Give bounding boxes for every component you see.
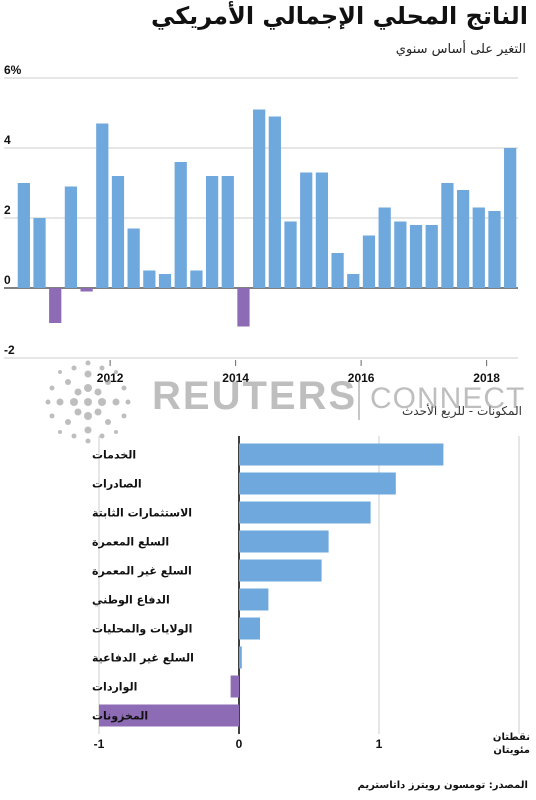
category-label: السلع المعمرة: [92, 536, 169, 549]
watermark-suffix: CONNECT: [370, 382, 526, 415]
bar: [331, 253, 344, 288]
x-tick-label: -1: [94, 737, 105, 751]
bar: [111, 176, 125, 288]
watermark-separator: [358, 380, 360, 420]
bar: [300, 172, 313, 288]
bar: [230, 675, 239, 698]
gdp-growth-chart: 6% 4 2 0 -2 2012 2014 2016 2018: [4, 63, 518, 385]
bar: [362, 235, 376, 288]
bar: [237, 288, 250, 327]
page-title: الناتج المحلي الإجمالي الأمريكي: [150, 2, 528, 30]
category-label: الخدمات: [92, 449, 136, 462]
x-tick-label: 2014: [222, 371, 249, 385]
bar: [253, 109, 266, 288]
bar: [409, 225, 423, 288]
bar: [80, 288, 93, 292]
y-tick-label: 2: [4, 203, 11, 217]
bar: [239, 472, 396, 495]
bar: [315, 172, 329, 288]
bar: [99, 704, 239, 727]
bar: [239, 443, 444, 466]
components-title: المكونات - للربع الأحدث: [402, 404, 522, 418]
category-label: السلع غير الدفاعية: [92, 652, 194, 665]
category-label: الصادرات: [92, 478, 142, 491]
bar: [472, 207, 485, 288]
category-label: الواردات: [92, 681, 137, 694]
bar: [17, 183, 30, 288]
category-label: الاستثمارات الثابتة: [92, 507, 192, 520]
bar: [221, 176, 234, 288]
bar: [239, 559, 322, 582]
bar: [239, 588, 269, 611]
bar: [504, 148, 517, 288]
x-tick-label: 2012: [97, 371, 124, 385]
bar: [49, 288, 62, 323]
bar: [441, 183, 454, 288]
source-note: المصدر: تومسون رويترز داتاستريم: [357, 780, 528, 791]
bar: [239, 617, 260, 640]
bar: [174, 162, 187, 288]
x-tick-label: 1: [376, 737, 383, 751]
y-tick-label: -2: [4, 343, 15, 357]
reuters-logo-icon: [45, 360, 131, 444]
reuters-watermark: REUTERS CONNECT: [40, 360, 524, 444]
bar: [394, 221, 407, 288]
bar: [268, 116, 281, 288]
y-tick-label: 6%: [4, 63, 22, 77]
bar: [347, 274, 360, 288]
category-label: المخزونات: [92, 710, 148, 723]
category-label: الولايات والمحليات: [92, 623, 192, 636]
chart-subtitle: التغير على أساس سنوي: [395, 42, 526, 57]
bar: [239, 501, 371, 524]
bar: [158, 274, 172, 288]
bar: [143, 270, 156, 288]
bar: [239, 530, 329, 553]
x-tick-label: 0: [236, 737, 243, 751]
bar: [127, 228, 140, 288]
y-tick-label: 4: [4, 133, 11, 147]
bar: [64, 186, 78, 288]
category-label: الدفاع الوطني: [92, 594, 170, 607]
bar: [33, 218, 46, 288]
bar: [456, 190, 470, 288]
category-label: السلع غير المعمرة: [92, 565, 192, 578]
bar: [425, 225, 438, 288]
bar: [190, 270, 203, 288]
x-tick-label: 2016: [348, 371, 375, 385]
unit-label: نقطتان مئويتان: [470, 731, 530, 757]
watermark-brand: REUTERS: [152, 374, 358, 418]
unit-label-line1: نقطتان: [492, 732, 530, 743]
x-tick-label: 2018: [473, 371, 500, 385]
bar: [205, 176, 219, 288]
unit-label-line2: مئويتان: [493, 745, 530, 756]
bar: [239, 646, 242, 669]
bar: [284, 221, 297, 288]
y-tick-label: 0: [4, 273, 11, 287]
bar: [378, 207, 391, 288]
bar: [488, 211, 501, 288]
bar: [96, 123, 109, 288]
